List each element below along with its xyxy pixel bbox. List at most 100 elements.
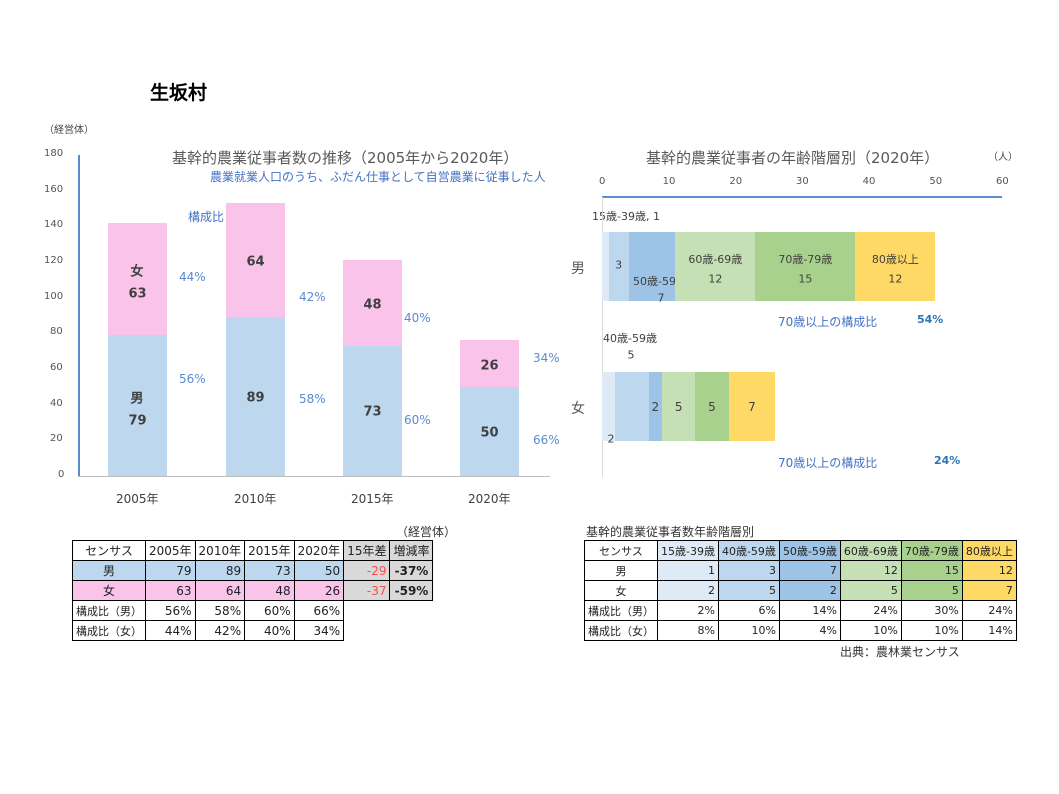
- header-cell: 50歳-59歳: [778, 540, 841, 561]
- table-cell: 34%: [293, 620, 345, 641]
- data-label: 5: [708, 400, 716, 414]
- header-cell: 増減率: [389, 540, 434, 561]
- table-cell: 10%: [717, 620, 780, 641]
- x-axis-line: [602, 196, 1002, 198]
- female-70plus-label: 70歳以上の構成比: [778, 456, 878, 470]
- callout-male: 15歳-39歳, 1: [592, 210, 660, 223]
- ratio-label-female: 40%: [404, 311, 431, 325]
- header-cell: 60歳-69歳: [839, 540, 902, 561]
- x-tick-label: 0: [599, 176, 606, 187]
- x-tick-label: 2020年: [468, 492, 511, 506]
- data-label: 5: [627, 348, 635, 362]
- table-cell: 8%: [657, 620, 719, 641]
- table-cell: 14%: [778, 600, 841, 621]
- x-tick-label: 2005年: [116, 492, 159, 506]
- y-tick-label: 100: [44, 290, 64, 302]
- bar-female: [226, 203, 285, 318]
- bar-male: [226, 317, 285, 476]
- bar-segment: [648, 372, 662, 441]
- table-cell: 40%: [244, 620, 295, 641]
- table-cell: 73: [244, 560, 295, 581]
- age-table: センサス 15歳-39歳 40歳-59歳 50歳-59歳 60歳-69歳 70歳-79歳 8…: [584, 540, 1017, 641]
- ratio-label: 構成比: [188, 210, 225, 224]
- page-title: 生坂村: [150, 82, 208, 104]
- female-70plus-value: 24%: [934, 454, 961, 467]
- table-cell: 58%: [194, 600, 246, 621]
- y-tick-label: 120: [44, 255, 64, 266]
- male-70plus-label: 70歳以上の構成比: [778, 315, 878, 329]
- header-cell: 2005年: [145, 540, 196, 561]
- data-label: 12: [888, 272, 903, 286]
- header-cell: センサス: [584, 540, 658, 561]
- y-axis-line: [602, 197, 603, 477]
- category-label: 男: [571, 261, 585, 277]
- segment-name-label: 70歳-79歳: [778, 253, 833, 266]
- series-name-female: 女: [130, 264, 144, 280]
- table-cell: -37: [343, 580, 391, 601]
- bar-male: [343, 345, 402, 476]
- table-row: 構成比（男） 56% 58% 60% 66%: [72, 600, 433, 621]
- table-cell: -29: [343, 560, 391, 581]
- header-cell: 2015年: [244, 540, 295, 561]
- table-cell: 2%: [657, 600, 719, 621]
- table-row: 構成比（男） 2% 6% 14% 24% 30% 24%: [584, 600, 1017, 621]
- bar-segment: [615, 372, 649, 441]
- source-note: 出典：農林業センサス: [840, 645, 960, 659]
- table-cell: 2: [778, 580, 841, 601]
- y-tick-label: 140: [44, 219, 64, 231]
- table-cell: 2: [657, 580, 719, 601]
- data-label: 7: [748, 400, 756, 414]
- data-label: 12: [708, 272, 723, 286]
- data-label-female: 26: [480, 358, 499, 374]
- table-cell: 10%: [839, 620, 902, 641]
- table-cell: 56%: [145, 600, 196, 621]
- header-cell: 80歳以上: [961, 540, 1017, 561]
- bar-female: [343, 260, 402, 346]
- x-tick-label: 60: [996, 176, 1009, 187]
- table-cell: 構成比（女）: [72, 620, 146, 641]
- header-cell: 15歳-39歳: [657, 540, 719, 561]
- table-cell: 12: [839, 560, 902, 581]
- table-row: 男 1 3 7 12 15 12: [584, 560, 1017, 581]
- table-cell: 64: [194, 580, 246, 601]
- bar-segment: [728, 372, 776, 441]
- table-cell: 15: [900, 560, 963, 581]
- table-cell: 5: [717, 580, 780, 601]
- bar-segment: [608, 232, 629, 301]
- table-cell: 12: [961, 560, 1017, 581]
- table-cell: 42%: [194, 620, 246, 641]
- data-label: 2: [607, 432, 615, 446]
- ratio-label-male: 56%: [179, 372, 206, 386]
- table-cell: 7: [961, 580, 1017, 601]
- bar-segment: [695, 372, 729, 441]
- y-tick-label: 0: [58, 469, 65, 480]
- left-chart-subtitle: 農業就業人口のうち、ふだん仕事として自営農業に従事した人: [210, 170, 546, 184]
- ratio-label-male: 66%: [533, 433, 560, 447]
- table-cell: 63: [145, 580, 196, 601]
- table-cell: 女: [584, 580, 658, 601]
- table-cell: 24%: [839, 600, 902, 621]
- table-cell: 女: [72, 580, 146, 601]
- ratio-label-female: 42%: [299, 290, 326, 304]
- table-cell: 1: [657, 560, 719, 581]
- x-tick-label: 30: [796, 176, 809, 187]
- header-cell: 40歳-59歳: [717, 540, 780, 561]
- x-tick-label: 40: [862, 176, 876, 187]
- header-cell: 2020年: [293, 540, 345, 561]
- table-cell: 男: [584, 560, 658, 581]
- header-row: センサス 2005年 2010年 2015年 2020年 15年差 増減率: [72, 540, 434, 561]
- y-tick-label: 40: [50, 397, 63, 409]
- x-tick-label: 2015年: [351, 492, 394, 506]
- table-cell: 3: [717, 560, 780, 581]
- table-cell: 30%: [900, 600, 963, 621]
- ratio-label-male: 60%: [404, 413, 431, 427]
- table-cell: 24%: [961, 600, 1017, 621]
- segment-name-label: 60歳-69歳: [688, 253, 743, 266]
- table-cell: 5: [900, 580, 963, 601]
- segment-name-label: 80歳以上: [871, 253, 919, 266]
- bar-segment: [662, 372, 696, 441]
- x-tick-label: 10: [662, 176, 676, 187]
- table-cell: 4%: [778, 620, 841, 641]
